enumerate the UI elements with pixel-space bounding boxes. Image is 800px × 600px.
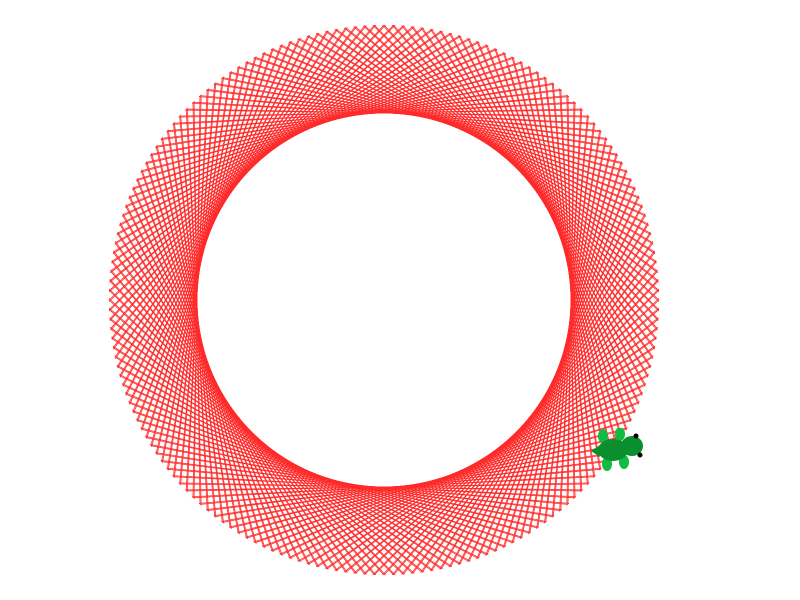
ring-strand [372,290,660,576]
turtle-icon [591,428,643,471]
turtle-head [621,436,643,456]
turtle-eye-bottom [637,452,643,458]
turtle-leg-back-left [615,428,625,441]
turtle-tail [591,445,600,457]
turtle-shell [598,439,628,461]
turtle-eye-top [633,433,639,439]
ring-strand [353,26,660,291]
turtle-leg-front-left [598,429,608,443]
ring-strands [108,24,660,576]
